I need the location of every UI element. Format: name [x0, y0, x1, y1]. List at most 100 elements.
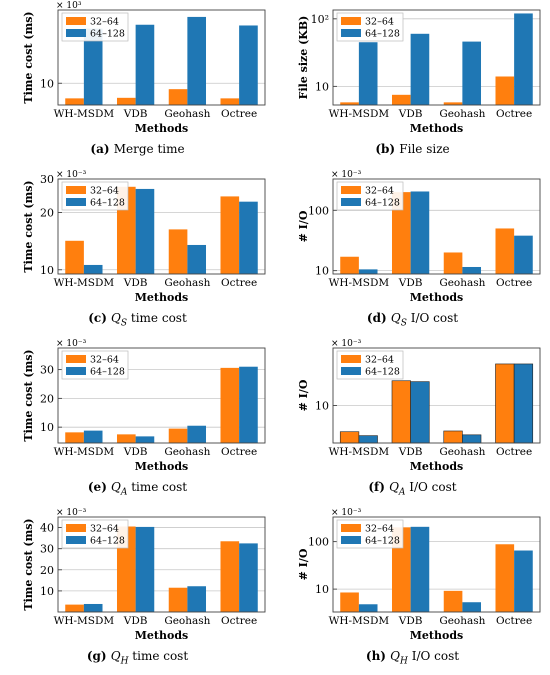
plot-frame [57, 516, 266, 613]
bar-32–64-VDB [391, 527, 411, 612]
bar-32–64-Geohash [443, 590, 463, 612]
chart-panel-b: 10 10² WH-MSDM VDB Geohash Octree Methods File … [275, 0, 550, 168]
x-tick-label: Geohash [439, 615, 485, 627]
bar-32–64-VDB [391, 380, 411, 444]
y-axis-label: Time cost (ms) [22, 11, 35, 103]
legend-label: 64–128 [90, 367, 125, 378]
bar-64–128-WH-MSDM [83, 430, 103, 443]
legend-label: 64–128 [365, 367, 400, 378]
legend-swatch [341, 524, 361, 532]
bar-64–128-WH-MSDM [83, 603, 103, 612]
chart-panel-e: 10 20 30 WH-MSDM VDB Geohash Octree Methods Time… [0, 338, 275, 506]
x-tick-label: Geohash [164, 446, 210, 458]
axis-multiplier: × 10⁻³ [331, 339, 362, 349]
bar-64–128-WH-MSDM [83, 28, 103, 106]
bar-64–128-VDB [410, 191, 430, 274]
caption-b: (b) File size [275, 142, 550, 156]
caption-label: (g) [86, 649, 111, 663]
x-tick-label: Octree [496, 446, 532, 458]
x-axis-label: Methods [410, 460, 463, 473]
bar-32–64-Geohash [443, 430, 463, 444]
caption-subscript: S [400, 318, 407, 329]
bar-64–128-Geohash [462, 266, 482, 274]
legend-swatch [66, 536, 86, 544]
caption-label: (c) [88, 311, 112, 325]
legend-swatch [341, 355, 361, 363]
x-tick-label: WH-MSDM [329, 615, 390, 627]
chart-svg-h: 10 100 WH-MSDM VDB Geohash Octree Methods # I/O… [297, 508, 541, 642]
y-tick-label: 10 [40, 585, 54, 598]
x-tick-label: WH-MSDM [329, 277, 390, 289]
bar-64–128-Octree [239, 201, 258, 274]
bar-32–64-VDB [391, 94, 411, 105]
bar-32–64-WH-MSDM [340, 102, 359, 105]
bar-32–64-WH-MSDM [340, 592, 359, 612]
x-axis-label: Methods [135, 122, 188, 135]
y-tick-label: 10 [315, 265, 329, 278]
caption-d: (d) QS I/O cost [275, 311, 550, 328]
legend-label: 64–128 [365, 536, 400, 547]
chart-panel-f: 10 WH-MSDM VDB Geohash Octree Methods # I/O × 1… [275, 338, 550, 506]
y-tick-label: 30 [40, 543, 54, 556]
bar-64–128-VDB [135, 188, 155, 274]
x-tick-label: VDB [398, 615, 423, 627]
bar-32–64-Octree [495, 76, 515, 105]
bar-32–64-VDB [116, 434, 136, 443]
legend-swatch [66, 524, 86, 532]
legend-swatch [341, 367, 361, 375]
legend-label: 32–64 [90, 186, 119, 197]
legend-swatch [66, 355, 86, 363]
plot-frame [332, 9, 541, 106]
bar-32–64-Octree [495, 363, 515, 444]
bar-32–64-WH-MSDM [339, 431, 360, 444]
caption-text: File size [399, 142, 450, 156]
bar-32–64-WH-MSDM [65, 240, 84, 274]
y-axis-label: File size (KB) [297, 16, 310, 100]
bar-64–128-Octree [514, 13, 533, 106]
bar-64–128-Geohash [462, 41, 482, 105]
axis-multiplier: × 10⁻³ [56, 508, 87, 518]
x-axis-label: Methods [135, 629, 188, 642]
plot-frame [332, 178, 541, 275]
chart-panel-g: 10 20 30 40 WH-MSDM VDB Geohash Octree Methods Ti… [0, 507, 275, 675]
x-tick-label: Octree [496, 108, 532, 120]
chart-svg-b: 10 10² WH-MSDM VDB Geohash Octree Methods File … [297, 9, 541, 135]
axis-multiplier: × 10³ [56, 1, 82, 11]
x-tick-label: WH-MSDM [329, 108, 390, 120]
x-tick-label: VDB [123, 108, 148, 120]
x-tick-label: VDB [123, 446, 148, 458]
caption-g: (g) QH time cost [0, 649, 275, 666]
bar-64–128-Geohash [187, 586, 207, 612]
bar-32–64-WH-MSDM [340, 256, 359, 274]
bar-64–128-VDB [410, 526, 430, 612]
y-tick-label: 10 [40, 264, 54, 277]
x-tick-label: Octree [221, 615, 257, 627]
chart-svg-c: 10 20 30 WH-MSDM VDB Geohash Octree Methods Time… [22, 170, 266, 304]
chart-svg-g: 10 20 30 40 WH-MSDM VDB Geohash Octree Methods Ti… [22, 508, 266, 642]
bar-32–64-Octree [495, 228, 515, 274]
chart-panel-c: 10 20 30 WH-MSDM VDB Geohash Octree Methods Time… [0, 169, 275, 337]
y-tick-label: 100 [308, 204, 329, 217]
legend-label: 32–64 [365, 355, 394, 366]
plot-frame [332, 347, 541, 444]
bar-32–64-Octree [220, 367, 240, 443]
bar-32–64-WH-MSDM [65, 98, 84, 105]
y-axis-label: Time cost (ms) [22, 349, 35, 441]
legend-label: 64–128 [90, 536, 125, 547]
x-tick-label: Geohash [164, 615, 210, 627]
bar-32–64-Octree [220, 98, 240, 105]
bar-64–128-Octree [239, 543, 258, 612]
caption-subscript: H [120, 656, 129, 667]
chart-svg-e: 10 20 30 WH-MSDM VDB Geohash Octree Methods Time… [22, 339, 266, 473]
axis-multiplier: × 10⁻³ [56, 339, 87, 349]
bar-64–128-Octree [514, 550, 533, 612]
caption-symbol: QA [111, 480, 128, 498]
bar-64–128-VDB [410, 33, 430, 105]
bar-32–64-WH-MSDM [65, 432, 84, 443]
chart-panel-h: 10 100 WH-MSDM VDB Geohash Octree Methods # I/O… [275, 507, 550, 675]
legend-label: 64–128 [90, 198, 125, 209]
caption-symbol: QA [389, 480, 406, 498]
y-axis-label: # I/O [297, 210, 310, 242]
x-tick-label: Octree [496, 277, 532, 289]
